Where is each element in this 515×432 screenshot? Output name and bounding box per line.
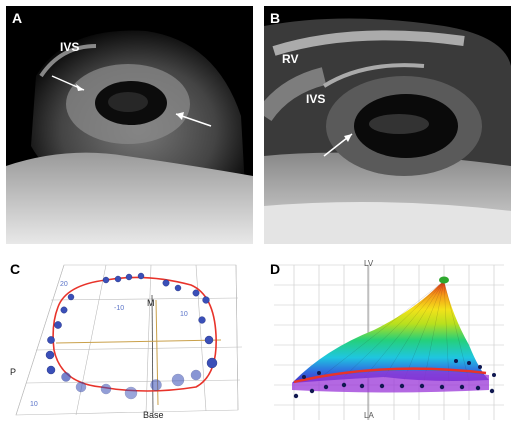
red-base-contour [293,367,487,384]
contour-plot-c [15,264,243,416]
apex-marker [439,276,449,284]
panel-b-label: B [270,10,281,26]
echo-image-b [264,6,511,244]
tick-label-bottom-left: 10 [30,401,38,408]
panel-c-label: C [10,261,21,277]
echo-image-a [6,6,253,244]
tick-label-top-left: 20 [60,281,68,288]
surface-plot-d [274,264,504,420]
ivs-label-a: IVS [60,40,80,54]
panel-a-label: A [12,10,23,26]
panel-b-echo-image: B RV IVS [264,6,511,244]
base-points [293,359,496,399]
panel-a-echo-image: A IVS [6,6,253,244]
axis-label-p: P [10,367,17,377]
axis-label-la: LA [364,411,374,420]
colored-surface [292,281,489,383]
tick-label-left: -10 [114,305,125,312]
panel-d-label: D [270,261,281,277]
rv-label: RV [282,52,299,66]
tick-label-right: 10 [180,311,188,318]
ivs-label-b: IVS [306,92,326,106]
panel-d-3d-surface: D LV LA [264,255,511,427]
panel-c-3d-contour: C M Base P -10 10 20 10 [6,255,253,427]
tracking-points [45,272,218,400]
axis-label-base: Base [143,410,164,420]
axis-label-m: M [147,298,155,308]
axis-label-lv: LV [364,259,374,268]
